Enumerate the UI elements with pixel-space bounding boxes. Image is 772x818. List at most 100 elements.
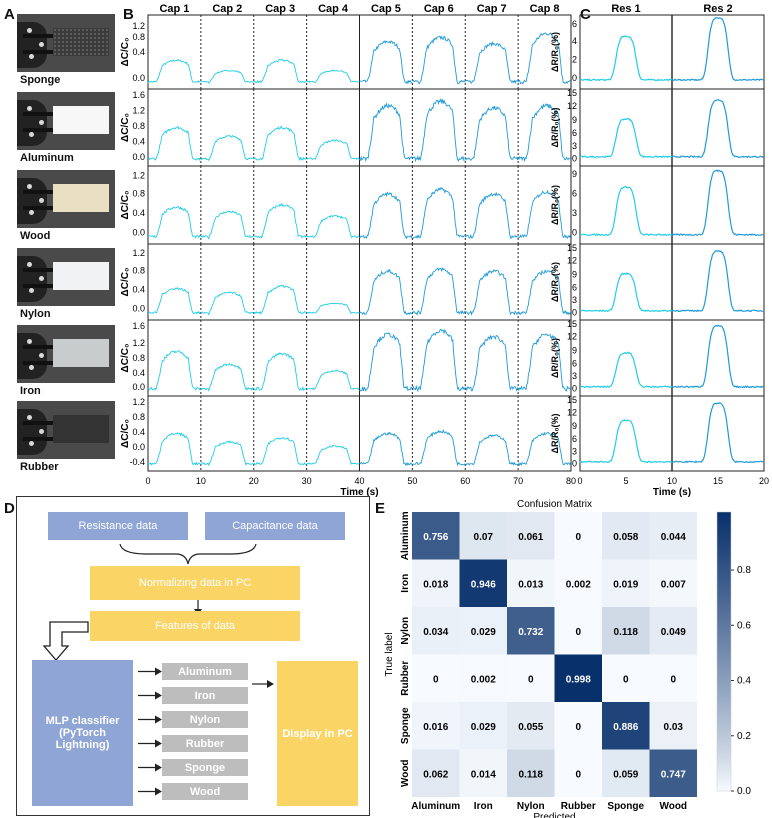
photo-rubber	[17, 401, 115, 459]
cm-cell	[412, 607, 460, 655]
resistance-data-box: Resistance data	[48, 512, 188, 540]
cap-trace-3	[253, 125, 307, 162]
res-header: Res 1	[611, 3, 640, 15]
cap-xtick: 30	[302, 476, 312, 486]
output-rubber: Rubber	[162, 735, 248, 752]
cap-header: Cap 8	[530, 3, 560, 15]
cap-trace-1	[147, 126, 201, 162]
res-ytick: 0	[572, 307, 577, 317]
cap-ytick: 0.0	[132, 73, 145, 83]
cap-trace-5	[359, 102, 413, 162]
cap-ytick: 0.8	[132, 412, 145, 422]
cm-value: 0.044	[661, 532, 686, 543]
cm-cell	[459, 607, 507, 655]
cap-trace-8	[518, 431, 571, 467]
cm-value: 0	[528, 674, 534, 685]
cap-trace-2	[200, 362, 254, 392]
cap-trace-2	[200, 134, 254, 162]
cm-value: 0.03	[664, 722, 684, 733]
cm-xtick: Rubber	[561, 801, 596, 812]
cap-trace-6	[412, 328, 466, 393]
cm-cell	[459, 512, 507, 560]
cap-ytick: 1.2	[132, 397, 145, 407]
res-ytick: 15	[567, 395, 577, 405]
cap-header: Cap 5	[371, 3, 401, 15]
res-trace-2	[671, 169, 764, 237]
cm-value: 0.014	[471, 769, 496, 780]
res-ylabel: ΔR/R₀(%)	[550, 413, 560, 453]
colorbar-label: 0.4	[737, 676, 751, 687]
res-xtick: 20	[759, 476, 769, 486]
cm-ytick: Iron	[400, 574, 411, 593]
cm-cell	[554, 607, 602, 655]
res-ylabel: ΔR/R₀(%)	[550, 32, 560, 72]
cap-trace-4	[306, 139, 360, 160]
cm-cell	[459, 749, 507, 797]
cap-ytick: 0.4	[132, 368, 145, 378]
material-label: Aluminum	[17, 151, 77, 165]
res-ytick: 9	[572, 169, 577, 179]
cm-cell	[649, 749, 697, 797]
photo-iron	[17, 325, 115, 383]
cap-trace-5	[359, 431, 413, 467]
cap-ytick: 0.0	[132, 304, 145, 314]
cm-value: 0.049	[661, 627, 686, 638]
object-nylon	[53, 262, 109, 290]
cap-ytick: 1.2	[132, 170, 145, 180]
cap-header: Cap 3	[265, 3, 295, 15]
cap-trace-4	[306, 445, 360, 465]
cm-cell	[602, 749, 650, 797]
res-trace-1	[579, 185, 673, 237]
cm-value: 0	[575, 722, 581, 733]
cap-trace-2	[200, 440, 254, 467]
object-wood	[53, 184, 109, 212]
cm-value: 0.029	[471, 722, 496, 733]
output-wood: Wood	[162, 783, 248, 800]
res-ytick: 15	[567, 88, 577, 98]
cap-ylabel: ΔC/C₀	[120, 344, 131, 373]
cm-cell	[507, 607, 555, 655]
res-trace-2	[671, 401, 764, 464]
cap-trace-6	[412, 35, 466, 84]
res-xtick: 10	[667, 476, 677, 486]
cap-trace-6	[412, 428, 466, 467]
cap-ylabel: ΔC/C₀	[120, 38, 131, 67]
cm-cell	[412, 559, 460, 607]
cm-value: 0.013	[518, 579, 543, 590]
cm-value: 0.07	[474, 532, 494, 543]
res-ytick: 6	[572, 282, 577, 292]
material-label: Wood	[17, 229, 54, 243]
output-sponge: Sponge	[162, 759, 248, 776]
material-label: Iron	[17, 384, 44, 398]
res-ytick: 3	[572, 371, 577, 381]
cm-xlabel: Predicted	[533, 812, 575, 818]
res-ytick: 0	[572, 227, 577, 237]
cap-ytick: 0.0	[132, 152, 145, 162]
panel-label-a: A	[4, 6, 15, 23]
cap-ytick: -0.4	[129, 457, 145, 467]
cm-cell	[649, 607, 697, 655]
cap-xtick: 50	[407, 476, 417, 486]
cm-cell	[507, 654, 555, 702]
cm-value: 0.018	[423, 579, 448, 590]
cm-ylabel: True label	[384, 632, 395, 676]
cap-xtick: 80	[566, 476, 576, 486]
res-ytick: 6	[572, 188, 577, 198]
res-ylabel: ΔR/R₀(%)	[550, 185, 560, 225]
capacitance-data-box: Capacitance data	[205, 512, 345, 540]
output-arrowhead	[155, 715, 162, 724]
features-box: Features of data	[90, 611, 300, 641]
cm-cell	[507, 749, 555, 797]
cap-trace-1	[147, 58, 201, 83]
res-ytick: 12	[567, 408, 577, 418]
cap-header: Cap 7	[477, 3, 507, 15]
cm-cell	[554, 749, 602, 797]
cm-value: 0	[575, 532, 581, 543]
cm-cell	[459, 559, 507, 607]
cap-xtick: 20	[249, 476, 259, 486]
res-header: Res 2	[703, 3, 732, 15]
confusion-matrix: Confusion Matrix 0.756 0.07 0.061 0 0.058 0.04…	[384, 499, 751, 818]
res-ytick: 3	[572, 141, 577, 151]
colorbar-label: 0.2	[737, 731, 751, 742]
cap-xtick: 10	[196, 476, 206, 486]
